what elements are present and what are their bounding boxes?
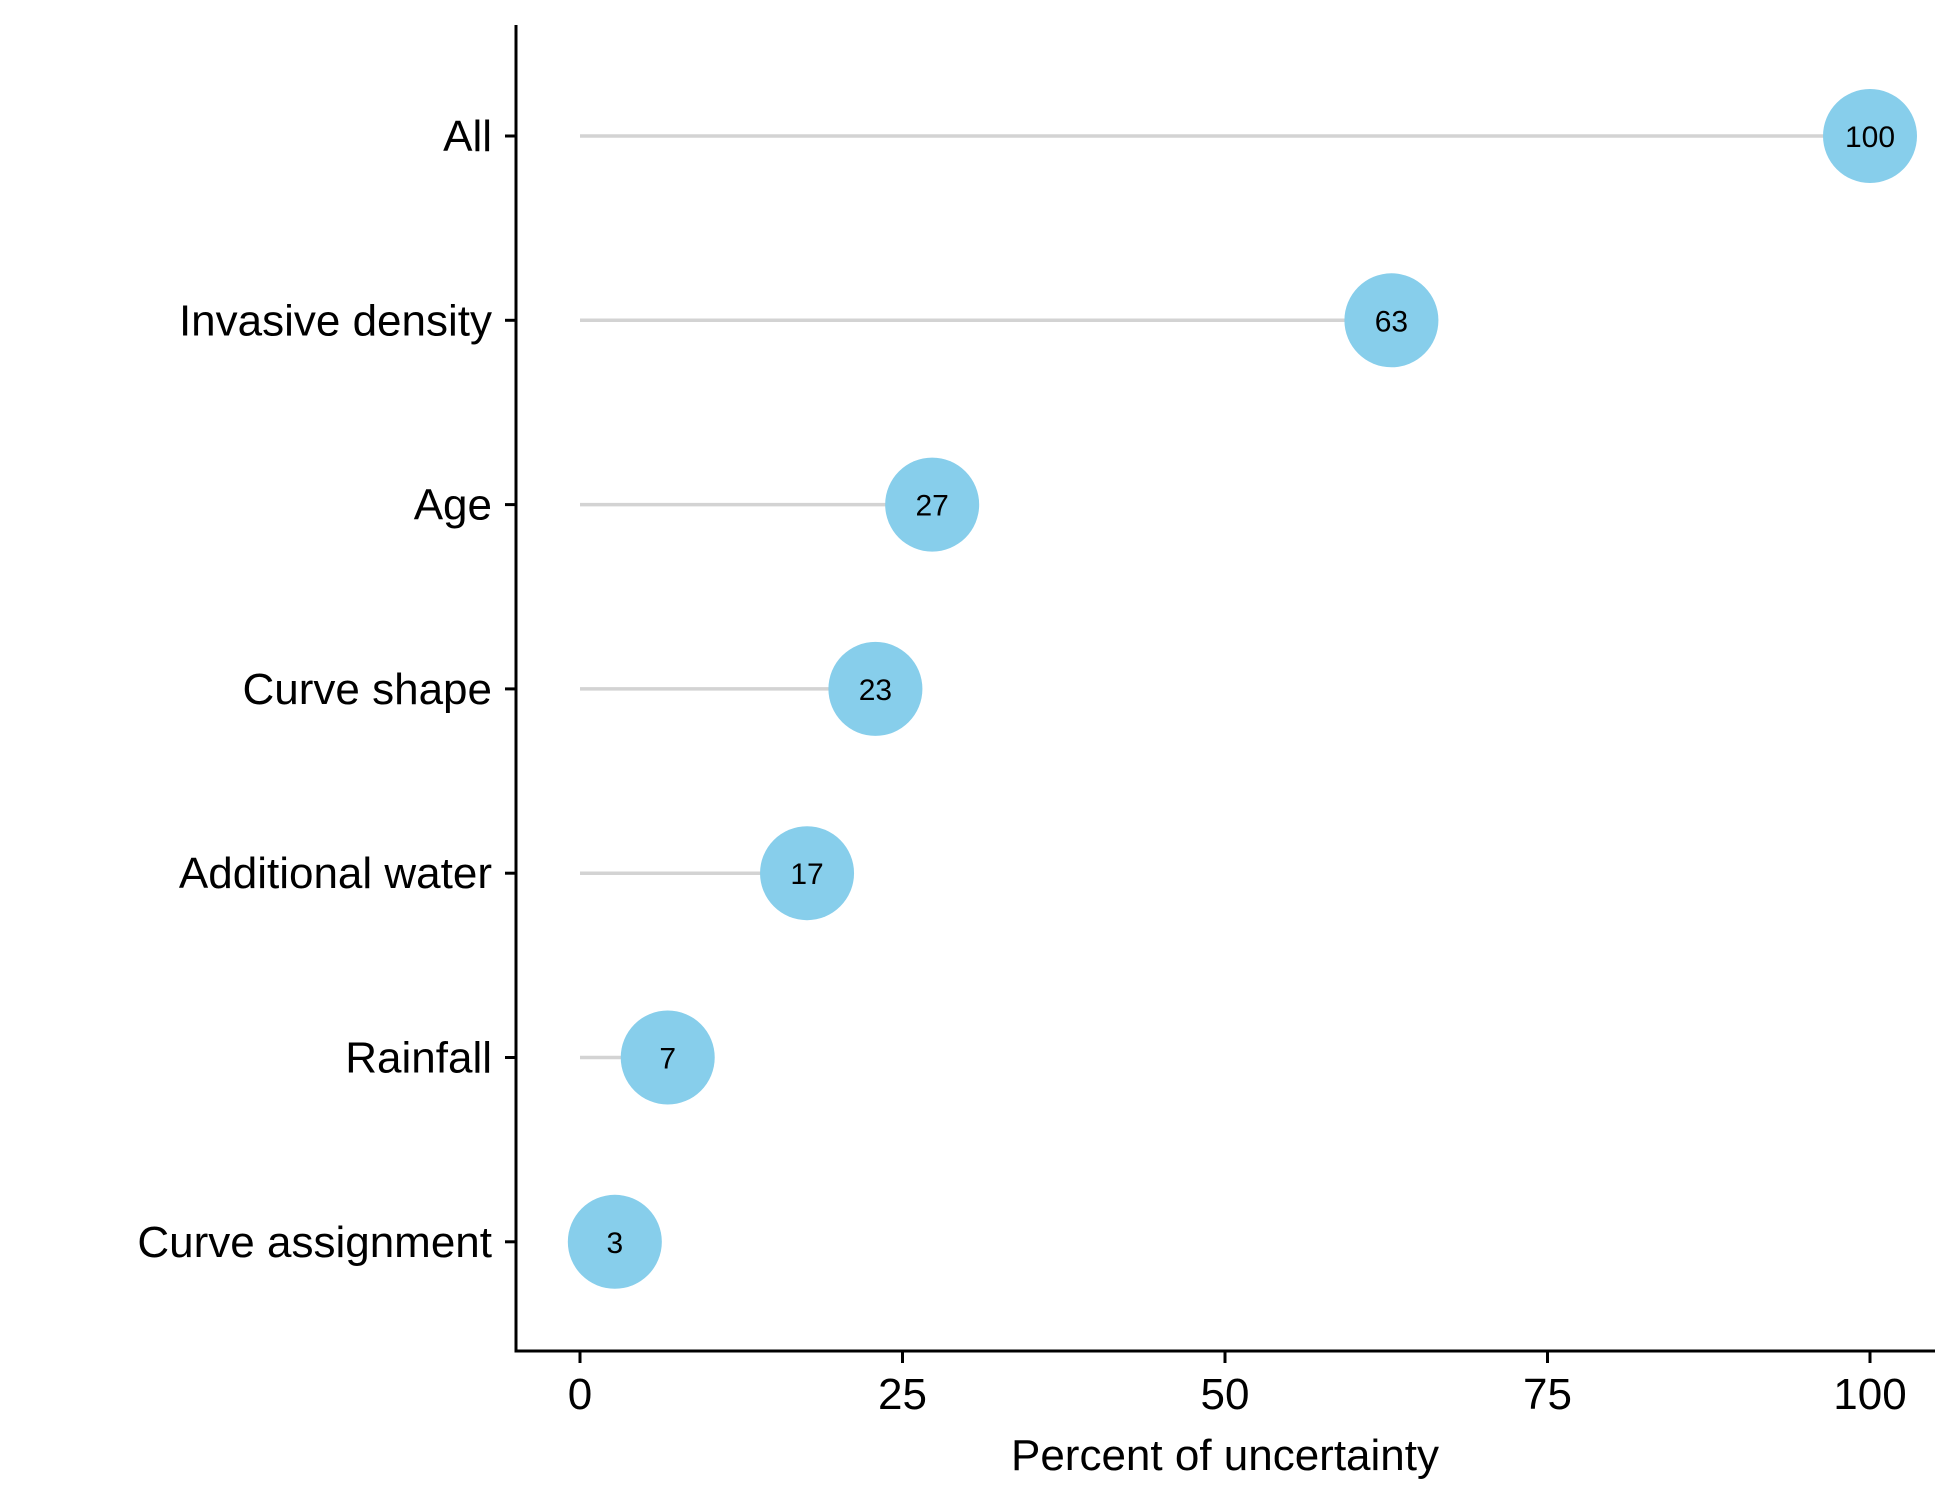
stems-layer (580, 134, 1870, 1244)
x-tick-label: 75 (1523, 1370, 1572, 1419)
data-point (567, 1194, 662, 1289)
data-label: 3 (606, 1227, 623, 1260)
x-axis-ticks: 0 25 50 75 100 (568, 1351, 1907, 1419)
category-label: Curve shape (243, 665, 492, 714)
x-tick-label: 100 (1833, 1370, 1906, 1419)
category-label: All (443, 112, 492, 161)
x-tick-label: 25 (878, 1370, 927, 1419)
data-point (620, 1010, 715, 1105)
data-label: 100 (1845, 121, 1895, 154)
category-label: Rainfall (345, 1034, 492, 1083)
data-label: 23 (859, 674, 892, 707)
data-label: 27 (915, 490, 948, 523)
data-point (885, 457, 980, 552)
category-label: Invasive density (179, 296, 492, 345)
data-point (760, 826, 855, 921)
category-labels: All Invasive density Age Curve shape Additio… (137, 112, 516, 1267)
category-label: Curve assignment (137, 1218, 492, 1267)
category-label: Age (414, 481, 492, 530)
data-point (1823, 89, 1917, 183)
data-point (1344, 273, 1439, 368)
data-point (828, 641, 923, 736)
data-label: 63 (1375, 305, 1408, 338)
x-tick-label: 0 (568, 1370, 592, 1419)
data-label: 17 (790, 858, 823, 891)
x-axis-title: Percent of uncertainty (1011, 1431, 1439, 1480)
data-label: 7 (659, 1043, 676, 1076)
category-label: Additional water (179, 849, 492, 898)
points-layer: 100 63 27 23 17 7 3 (567, 89, 1917, 1289)
x-tick-label: 50 (1201, 1370, 1250, 1419)
